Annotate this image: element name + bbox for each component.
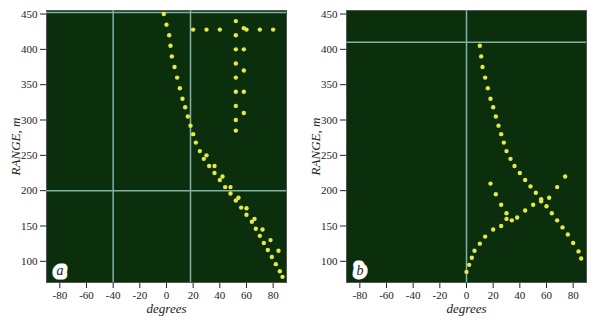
- svg-text:60: 60: [541, 289, 553, 301]
- svg-text:0: 0: [464, 289, 470, 301]
- svg-text:RANGE, m: RANGE, m: [8, 118, 23, 177]
- svg-text:400: 400: [321, 43, 338, 55]
- svg-text:degrees: degrees: [447, 301, 487, 316]
- svg-text:450: 450: [21, 8, 38, 20]
- svg-text:150: 150: [321, 220, 338, 232]
- svg-text:300: 300: [321, 114, 338, 126]
- svg-text:-80: -80: [52, 289, 67, 301]
- svg-text:-60: -60: [79, 289, 94, 301]
- svg-text:80: 80: [268, 289, 280, 301]
- svg-text:350: 350: [321, 78, 338, 90]
- svg-text:-60: -60: [379, 289, 394, 301]
- svg-text:degrees: degrees: [147, 301, 187, 316]
- svg-text:40: 40: [514, 289, 526, 301]
- svg-text:200: 200: [321, 184, 338, 196]
- svg-text:20: 20: [488, 289, 500, 301]
- svg-text:-40: -40: [106, 289, 121, 301]
- svg-text:400: 400: [21, 43, 38, 55]
- svg-text:200: 200: [21, 184, 38, 196]
- svg-text:150: 150: [21, 220, 38, 232]
- svg-text:-20: -20: [432, 289, 447, 301]
- svg-text:b: b: [357, 263, 364, 278]
- svg-text:250: 250: [21, 149, 38, 161]
- svg-text:300: 300: [21, 114, 38, 126]
- svg-text:-80: -80: [352, 289, 367, 301]
- svg-text:60: 60: [241, 289, 253, 301]
- svg-text:350: 350: [21, 78, 38, 90]
- svg-text:-40: -40: [406, 289, 421, 301]
- svg-text:100: 100: [321, 255, 338, 267]
- svg-text:40: 40: [214, 289, 226, 301]
- svg-text:450: 450: [321, 8, 338, 20]
- svg-text:80: 80: [568, 289, 580, 301]
- svg-text:a: a: [57, 263, 64, 278]
- svg-text:-20: -20: [132, 289, 147, 301]
- svg-text:0: 0: [164, 289, 170, 301]
- svg-text:100: 100: [21, 255, 38, 267]
- svg-text:20: 20: [188, 289, 200, 301]
- svg-text:250: 250: [321, 149, 338, 161]
- svg-text:RANGE, m: RANGE, m: [308, 118, 323, 177]
